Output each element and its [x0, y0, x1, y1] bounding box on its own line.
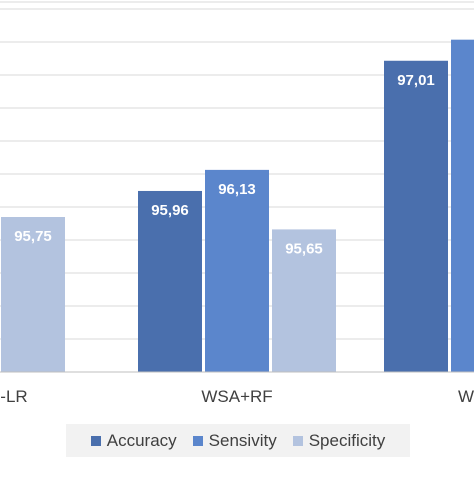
legend-item-specificity: Specificity — [292, 430, 386, 451]
bars — [1, 39, 474, 373]
legend-label-specificity: Specificity — [308, 430, 386, 450]
data-label: 95,96 — [151, 202, 189, 219]
bar-specificity-0 — [1, 217, 65, 372]
legend-swatch-sensivity — [192, 435, 203, 446]
data-label: 95,75 — [14, 228, 52, 245]
bar-sensivity-1 — [205, 169, 269, 372]
x-tick-label: WSA — [458, 387, 474, 406]
legend-label-accuracy: Accuracy — [106, 430, 177, 450]
legend-item-sensivity: Sensivity — [192, 430, 277, 451]
data-label: 95,65 — [285, 240, 323, 257]
legend-item-accuracy: Accuracy — [90, 430, 177, 451]
bar-accuracy-2 — [384, 60, 448, 372]
data-label: 96,13 — [218, 181, 256, 198]
data-label: 97,01 — [397, 72, 435, 89]
x-axis: -LR WSA+RF WSA — [0, 371, 474, 406]
x-tick-label: WSA+RF — [201, 387, 272, 406]
bar-accuracy-1 — [138, 190, 202, 372]
legend-label-sensivity: Sensivity — [208, 430, 277, 450]
legend: Accuracy Sensivity Specificity — [66, 424, 410, 457]
bar-specificity-1 — [272, 229, 336, 372]
legend-swatch-specificity — [292, 435, 303, 446]
bar-sensivity-2 — [451, 39, 474, 373]
x-tick-label: -LR — [0, 387, 27, 406]
legend-swatch-accuracy — [90, 435, 101, 446]
